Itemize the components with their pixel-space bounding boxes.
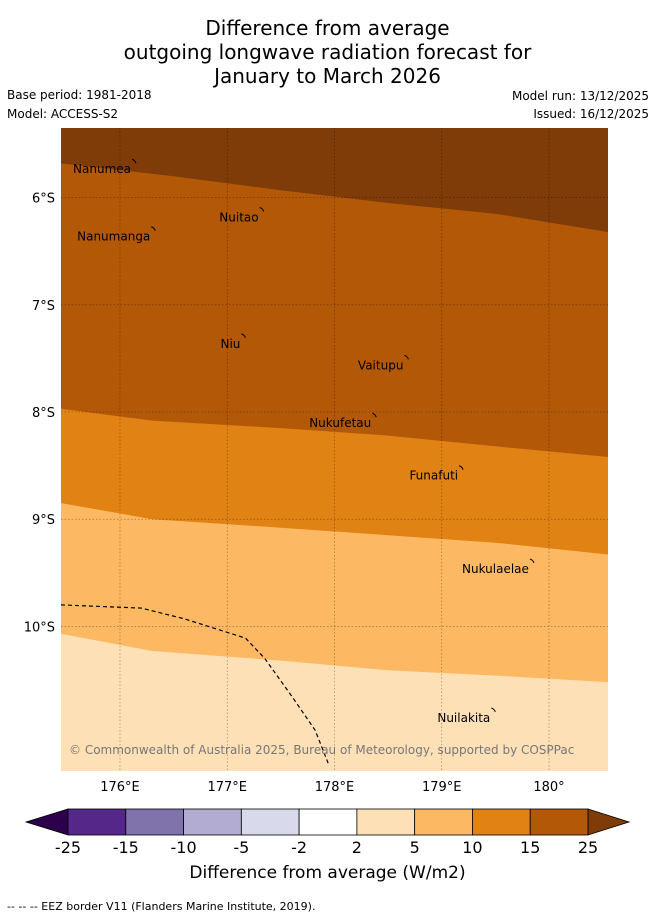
lon-tick-label: 177°E <box>207 780 247 795</box>
colorbar-tick-label: 15 <box>520 838 540 857</box>
place-label: Nukufetau <box>309 416 371 430</box>
place-label: Nukulaelae <box>462 562 529 576</box>
place-label: Nuitao <box>219 210 258 224</box>
island-outline <box>529 558 535 564</box>
chart-title: Difference from average outgoing longwav… <box>0 16 655 88</box>
lon-tick-label: 179°E <box>422 780 462 795</box>
place-label: Nuilakita <box>437 711 490 725</box>
colorbar-swatch <box>298 808 358 836</box>
lat-tick-label: 7°S <box>32 299 55 314</box>
copyright-text: © Commonwealth of Australia 2025, Bureau… <box>69 743 574 757</box>
place-label: Nanumea <box>73 162 131 176</box>
island-outline <box>458 465 464 470</box>
colorbar-under-arrow <box>24 808 69 836</box>
lat-tick-label: 6°S <box>32 192 55 207</box>
lat-tick-label: 8°S <box>32 406 55 421</box>
lon-tick-label: 180° <box>533 780 564 795</box>
colorbar-tick-label: 2 <box>352 838 362 857</box>
colorbar-label: Difference from average (W/m2) <box>189 863 466 883</box>
place-label: Niu <box>220 337 240 351</box>
place-label: Funafuti <box>409 469 458 483</box>
model-name: Model: ACCESS-S2 <box>7 107 119 121</box>
place-label: Vaitupu <box>358 358 404 372</box>
title-line-3: January to March 2026 <box>214 64 441 88</box>
map-figure: Nanumea Nuitao Nanumanga Niu Vaitupu Nukufeta… <box>24 128 631 857</box>
colorbar-over-arrow <box>587 808 631 836</box>
island-outline <box>151 226 156 231</box>
colorbar-tick-label: 10 <box>462 838 482 857</box>
colorbar-swatch <box>240 808 300 836</box>
colorbar-swatch <box>414 808 473 836</box>
island-outline <box>372 412 377 418</box>
island-outline <box>491 707 496 713</box>
colorbar-tick-label: 25 <box>578 838 598 857</box>
colorbar-tick-label: -2 <box>291 838 307 857</box>
issued-date: Issued: 16/12/2025 <box>533 107 649 121</box>
place-label: Nanumanga <box>77 230 150 244</box>
lat-tick-label: 9°S <box>32 513 55 528</box>
colorbar-tick-label: -5 <box>233 838 249 857</box>
island-outline <box>404 354 409 360</box>
base-period: Base period: 1981-2018 <box>7 88 152 102</box>
colorbar-swatch <box>356 808 416 836</box>
island-outline <box>241 333 246 339</box>
colorbar-tick-label: -10 <box>170 838 196 857</box>
lon-tick-label: 178°E <box>315 780 355 795</box>
colorbar-tick-label: 5 <box>410 838 420 857</box>
lat-tick-label: 10°S <box>24 620 55 635</box>
title-line-1: Difference from average <box>205 16 450 40</box>
colorbar-tick-label: -15 <box>113 838 139 857</box>
colorbar-swatch <box>67 808 127 836</box>
island-outline <box>259 206 265 212</box>
colorbar-swatch <box>472 808 531 836</box>
colorbar-tick-label: -25 <box>55 838 81 857</box>
island-outline <box>131 158 137 164</box>
model-run: Model run: 13/12/2025 <box>511 89 649 103</box>
colorbar-swatch <box>183 808 242 836</box>
eez-border-line <box>61 604 330 766</box>
colorbar-swatch <box>529 808 589 836</box>
eez-legend: -- -- -- EEZ border V11 (Flanders Marine… <box>7 900 316 913</box>
title-line-2: outgoing longwave radiation forecast for <box>123 40 532 64</box>
lon-tick-label: 176°E <box>100 780 140 795</box>
colorbar-swatch <box>125 808 184 836</box>
anomaly-band-1 <box>61 128 608 232</box>
map-area: Nanumea Nuitao Nanumanga Niu Vaitupu Nukufeta… <box>61 128 608 771</box>
